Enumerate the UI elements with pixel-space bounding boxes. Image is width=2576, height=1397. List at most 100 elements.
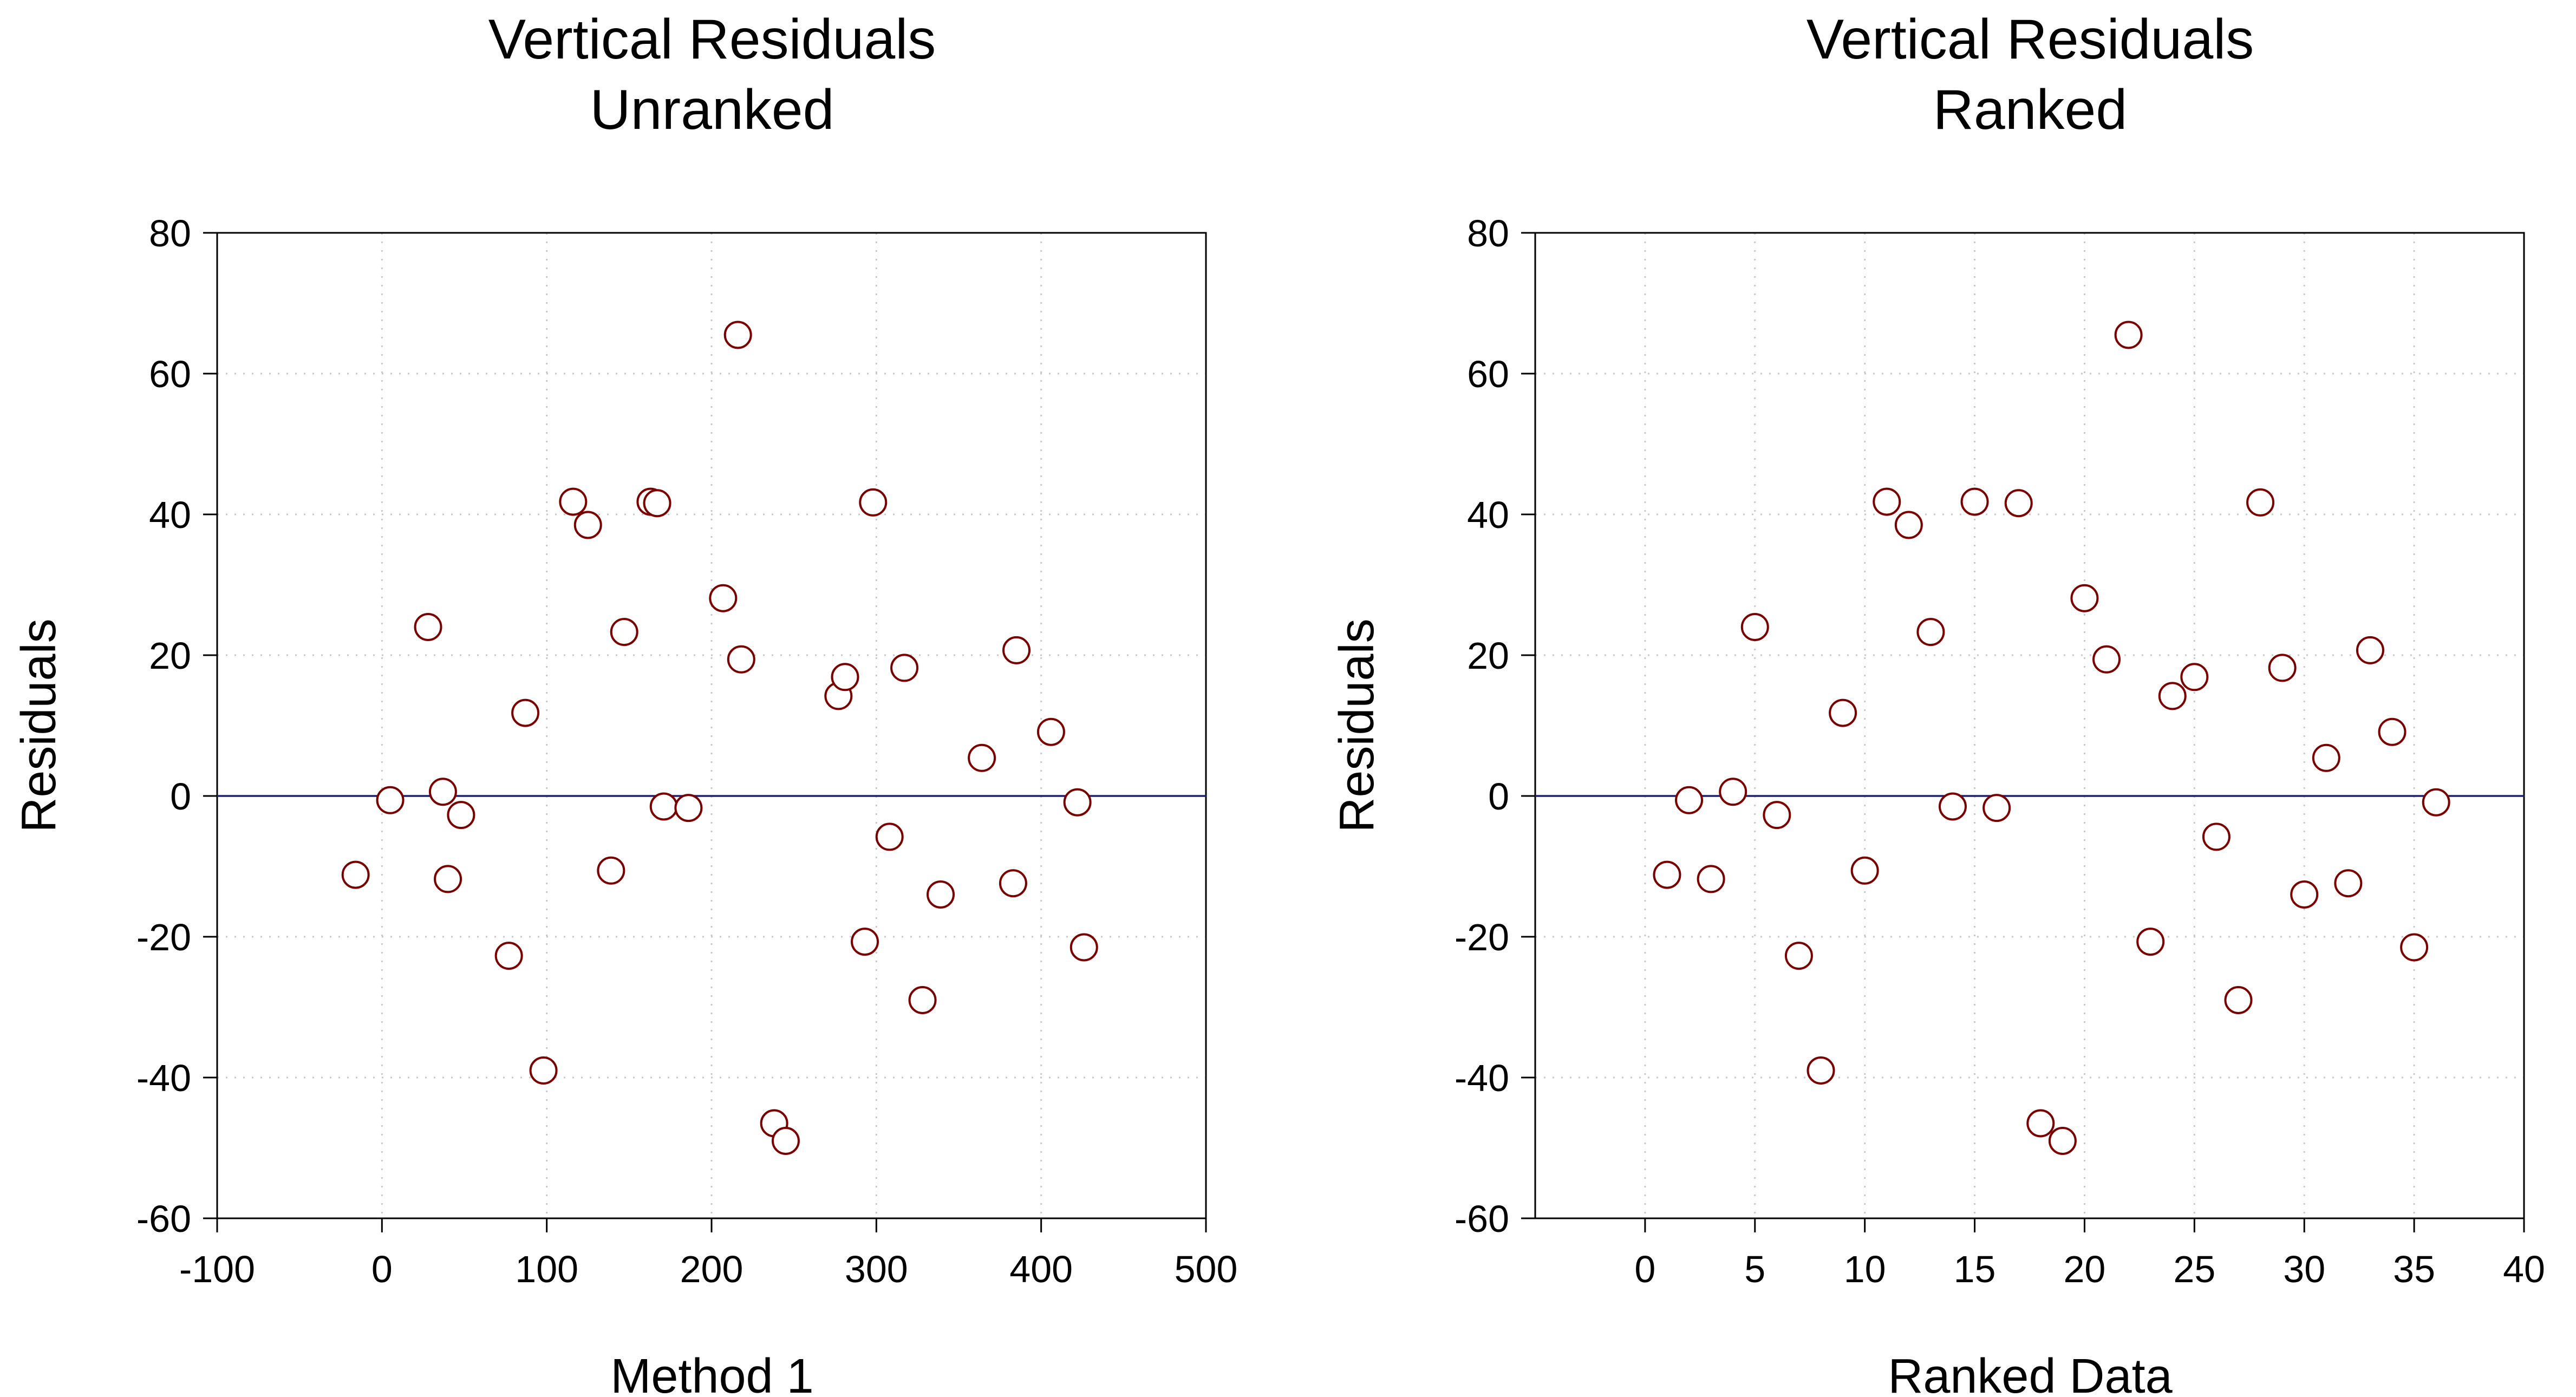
data-point	[1719, 778, 1747, 806]
data-point	[1873, 487, 1901, 516]
y-axis-label: Residuals	[1330, 618, 1384, 832]
data-point	[1784, 942, 1813, 970]
data-point	[428, 778, 457, 806]
data-point	[908, 986, 937, 1014]
data-point	[494, 942, 523, 970]
y-tick-label: 60	[1467, 353, 1509, 395]
data-point	[2246, 488, 2275, 517]
x-tick-label: 30	[2283, 1248, 2325, 1290]
data-point	[890, 654, 919, 682]
chart-title: Vertical Residuals	[1807, 8, 2254, 71]
x-tick-label: 500	[1175, 1248, 1238, 1290]
data-point	[511, 699, 540, 727]
data-point	[851, 928, 879, 956]
data-point	[968, 743, 996, 772]
y-tick-label: -40	[1455, 1057, 1509, 1099]
data-point	[2136, 928, 2165, 956]
data-point	[2334, 869, 2363, 898]
x-tick-label: -100	[179, 1248, 255, 1290]
y-tick-label: -40	[136, 1057, 191, 1099]
data-point	[2048, 1127, 2077, 1155]
axis-ticks: -100 0 100 200 300 400 500 -60 -40 -20 0 20 40 60 80	[136, 212, 1238, 1290]
y-tick-label: 20	[149, 635, 191, 677]
chart-subtitle: Ranked	[1933, 79, 2127, 141]
x-tick-label: 300	[845, 1248, 908, 1290]
data-point	[2268, 654, 2297, 682]
data-point	[2158, 682, 2187, 710]
data-point	[1740, 613, 1769, 641]
axis-ticks: 0 5 10 15 20 25 30 35 40 -60 -40 -20 0 20 40 60 80	[1455, 212, 2545, 1290]
chart-subtitle: Unranked	[590, 79, 834, 141]
data-point	[2400, 933, 2429, 962]
data-point	[1002, 636, 1031, 664]
y-tick-label: -60	[136, 1198, 191, 1240]
data-point	[2290, 880, 2319, 909]
y-tick-label: 60	[149, 353, 191, 395]
data-point	[2312, 743, 2340, 772]
data-point	[2004, 489, 2033, 518]
data-point	[447, 801, 475, 830]
x-tick-label: 40	[2503, 1248, 2545, 1290]
y-axis-label: Residuals	[12, 618, 66, 832]
data-point	[1653, 860, 1681, 889]
x-tick-label: 100	[515, 1248, 578, 1290]
y-tick-label: 20	[1467, 635, 1509, 677]
data-point	[1829, 699, 1857, 727]
data-point	[1036, 717, 1065, 746]
x-tick-label: 0	[1634, 1248, 1655, 1290]
data-point	[1063, 788, 1092, 817]
y-tick-label: 0	[1488, 775, 1509, 818]
data-point	[649, 792, 678, 821]
data-point	[727, 645, 755, 674]
data-point	[723, 321, 752, 349]
data-point	[1850, 856, 1879, 885]
data-point	[2180, 663, 2209, 691]
data-point	[2422, 788, 2450, 817]
data-points	[1653, 321, 2450, 1155]
data-point	[529, 1056, 558, 1085]
data-point	[771, 1127, 800, 1155]
data-point	[610, 618, 638, 647]
data-point	[1807, 1056, 1835, 1085]
data-point	[674, 794, 703, 822]
x-tick-label: 10	[1844, 1248, 1886, 1290]
data-point	[643, 489, 671, 518]
y-tick-label: -60	[1455, 1198, 1509, 1240]
data-point	[859, 488, 888, 517]
data-point	[1763, 801, 1791, 830]
y-tick-label: -20	[1455, 916, 1509, 958]
data-point	[2202, 822, 2231, 851]
data-point	[709, 584, 738, 612]
data-point	[1069, 933, 1098, 962]
x-tick-label: 15	[1954, 1248, 1996, 1290]
data-point	[2224, 986, 2253, 1014]
data-point	[434, 865, 462, 893]
data-point	[376, 786, 405, 814]
data-point	[1938, 792, 1967, 821]
x-tick-label: 5	[1744, 1248, 1765, 1290]
y-tick-label: 40	[1467, 494, 1509, 536]
data-point	[414, 613, 442, 641]
y-tick-label: 80	[149, 212, 191, 254]
y-tick-label: 40	[149, 494, 191, 536]
data-point	[2026, 1109, 2055, 1138]
data-point	[1697, 865, 1725, 893]
data-point	[2114, 321, 2143, 349]
x-tick-label: 400	[1009, 1248, 1073, 1290]
data-point	[573, 511, 602, 539]
x-tick-label: 0	[371, 1248, 393, 1290]
x-tick-label: 35	[2393, 1248, 2435, 1290]
x-axis-label: Method 1	[610, 1349, 813, 1397]
data-point	[1675, 786, 1704, 814]
data-point	[1960, 487, 1989, 516]
y-tick-label: 80	[1467, 212, 1509, 254]
plot-frame	[1534, 232, 2525, 1219]
data-point	[2356, 636, 2384, 664]
data-point	[341, 860, 370, 889]
ranked-residuals-chart: Vertical Residuals Ranked Ranked Data Re…	[1330, 8, 2545, 1397]
data-point	[999, 869, 1027, 898]
data-point	[927, 880, 955, 909]
data-points	[341, 321, 1098, 1155]
y-tick-label: -20	[136, 916, 191, 958]
